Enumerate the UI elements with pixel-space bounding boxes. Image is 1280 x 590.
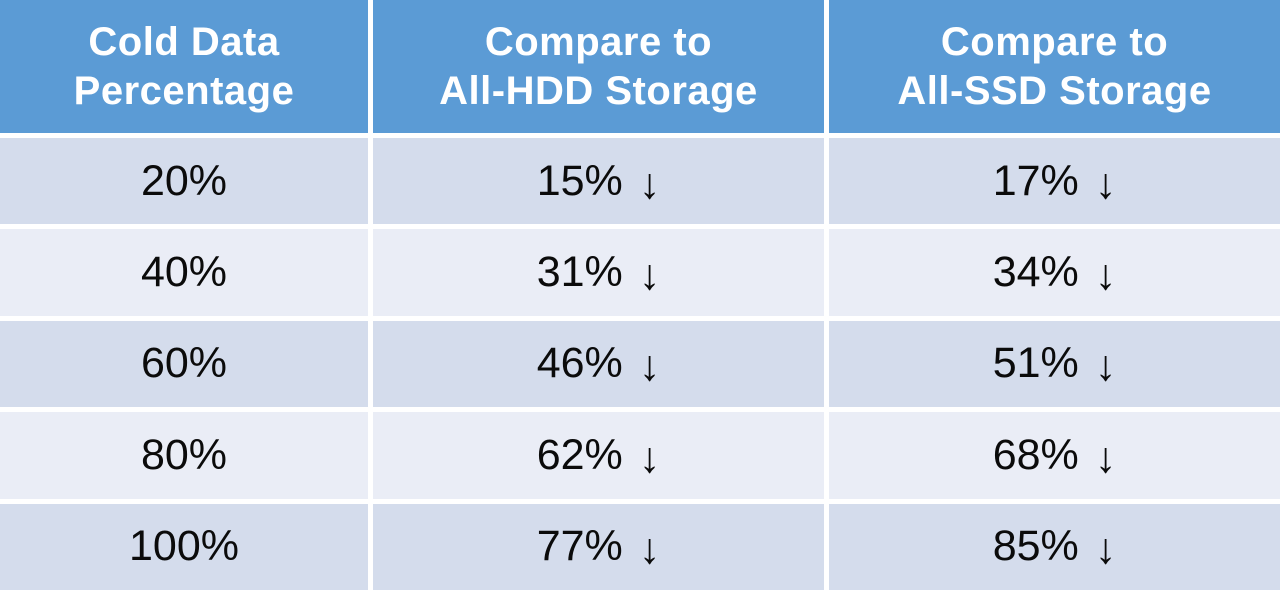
table-cell-cold-pct: 80%	[0, 412, 368, 499]
down-arrow-icon: ↓	[638, 159, 661, 208]
table-cell-cold-pct: 100%	[0, 503, 368, 590]
down-arrow-icon: ↓	[638, 433, 661, 482]
table-cell-cold-pct: 60%	[0, 320, 368, 408]
down-arrow-icon: ↓	[638, 251, 661, 300]
down-arrow-icon: ↓	[1094, 433, 1117, 482]
header-cell-cold-data-percentage: Cold Data Percentage	[0, 0, 368, 133]
cell-value: 85%	[992, 522, 1079, 571]
cell-value: 15%	[536, 156, 623, 205]
table-cell-hdd-reduction: 62% ↓	[373, 412, 824, 499]
table-cell-cold-pct: 20%	[0, 138, 368, 225]
table-cell-hdd-reduction: 31% ↓	[373, 229, 824, 316]
table-cell-ssd-reduction: 85% ↓	[829, 503, 1280, 590]
cell-value: 77%	[536, 522, 623, 571]
cell-value: 17%	[992, 156, 1079, 205]
down-arrow-icon: ↓	[638, 525, 661, 574]
table-cell-ssd-reduction: 51% ↓	[829, 320, 1280, 408]
table-cell-ssd-reduction: 68% ↓	[829, 412, 1280, 499]
header-cell-compare-all-ssd: Compare to All-SSD Storage	[829, 0, 1280, 133]
down-arrow-icon: ↓	[1094, 525, 1117, 574]
table-cell-hdd-reduction: 15% ↓	[373, 138, 824, 225]
cell-value: 46%	[536, 339, 623, 388]
cell-value: 68%	[992, 430, 1079, 479]
down-arrow-icon: ↓	[638, 342, 661, 391]
down-arrow-icon: ↓	[1094, 159, 1117, 208]
cell-value: 34%	[992, 248, 1079, 297]
table-cell-ssd-reduction: 34% ↓	[829, 229, 1280, 316]
down-arrow-icon: ↓	[1094, 251, 1117, 300]
cell-value: 31%	[536, 248, 623, 297]
table-cell-hdd-reduction: 77% ↓	[373, 503, 824, 590]
down-arrow-icon: ↓	[1094, 342, 1117, 391]
table-cell-cold-pct: 40%	[0, 229, 368, 316]
table-cell-hdd-reduction: 46% ↓	[373, 320, 824, 408]
cell-value: 62%	[536, 430, 623, 479]
header-cell-compare-all-hdd: Compare to All-HDD Storage	[373, 0, 824, 133]
table-cell-ssd-reduction: 17% ↓	[829, 138, 1280, 225]
cell-value: 51%	[992, 339, 1079, 388]
